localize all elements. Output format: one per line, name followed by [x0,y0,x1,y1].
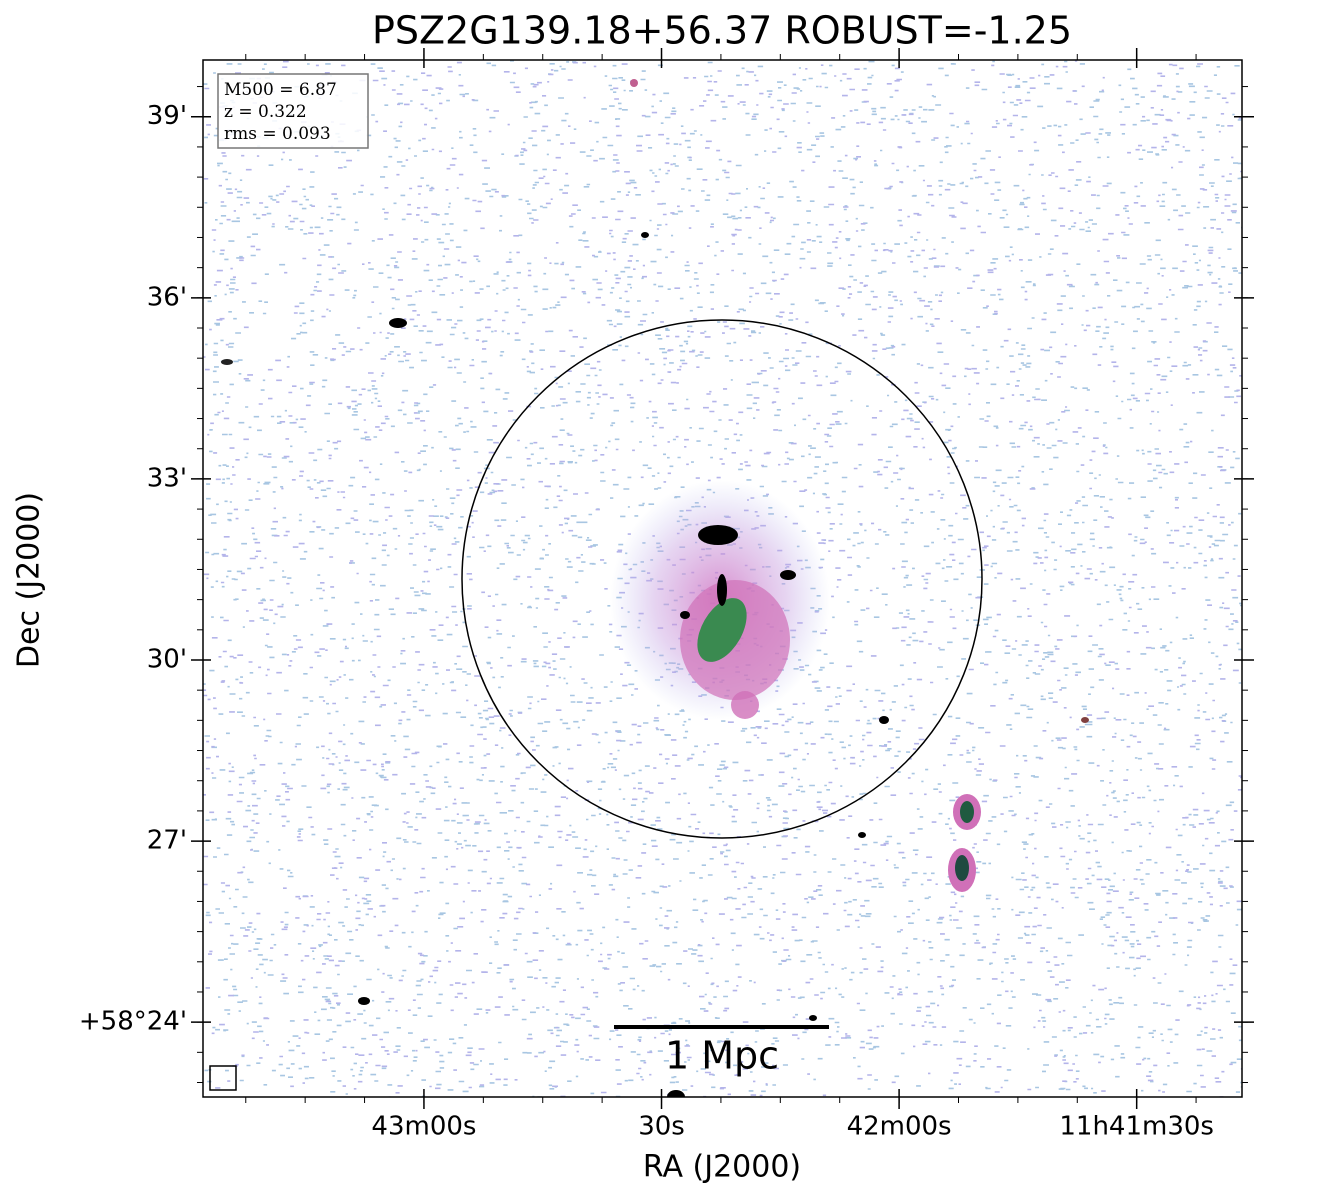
source [630,79,638,87]
source [780,570,796,580]
x-tick-label: 42m00s [847,1112,952,1142]
y-axis-label: Dec (J2000) [12,492,47,668]
info-line: rms = 0.093 [224,124,331,144]
source [641,232,649,238]
source [1081,717,1089,723]
info-line: z = 0.322 [224,102,307,122]
x-tick-label: 11h41m30s [1059,1112,1214,1142]
info-line: M500 = 6.87 [224,80,337,100]
source [717,574,727,606]
source [680,611,690,619]
source [955,855,969,881]
r500-circle [461,319,983,839]
x-axis-label: RA (J2000) [643,1150,801,1185]
plot-frame [202,59,1243,1098]
source [809,1015,817,1021]
source [389,318,407,328]
info-box [217,73,369,149]
source [858,832,866,838]
chart-title: PSZ2G139.18+56.37 ROBUST=-1.25 [372,9,1072,53]
source [960,801,974,823]
scale-bar-label: 1 Mpc [665,1034,779,1078]
y-tick-label: 39' [147,101,187,131]
y-tick-label: 30' [147,644,187,674]
radio-image [203,60,1242,1097]
source [879,716,889,724]
beam-box [209,1065,237,1091]
y-tick-label: 36' [147,282,187,312]
source [358,997,370,1005]
y-tick-label: 27' [147,826,187,856]
x-tick-label: 43m00s [371,1112,476,1142]
diffuse-emission [731,691,759,719]
y-tick-label: +58°24' [79,1007,187,1037]
y-tick-label: 33' [147,463,187,493]
x-tick-label: 30s [638,1112,685,1142]
source [698,525,738,545]
source [667,1090,685,1097]
diffuse-emission [697,598,747,662]
source [221,359,233,365]
